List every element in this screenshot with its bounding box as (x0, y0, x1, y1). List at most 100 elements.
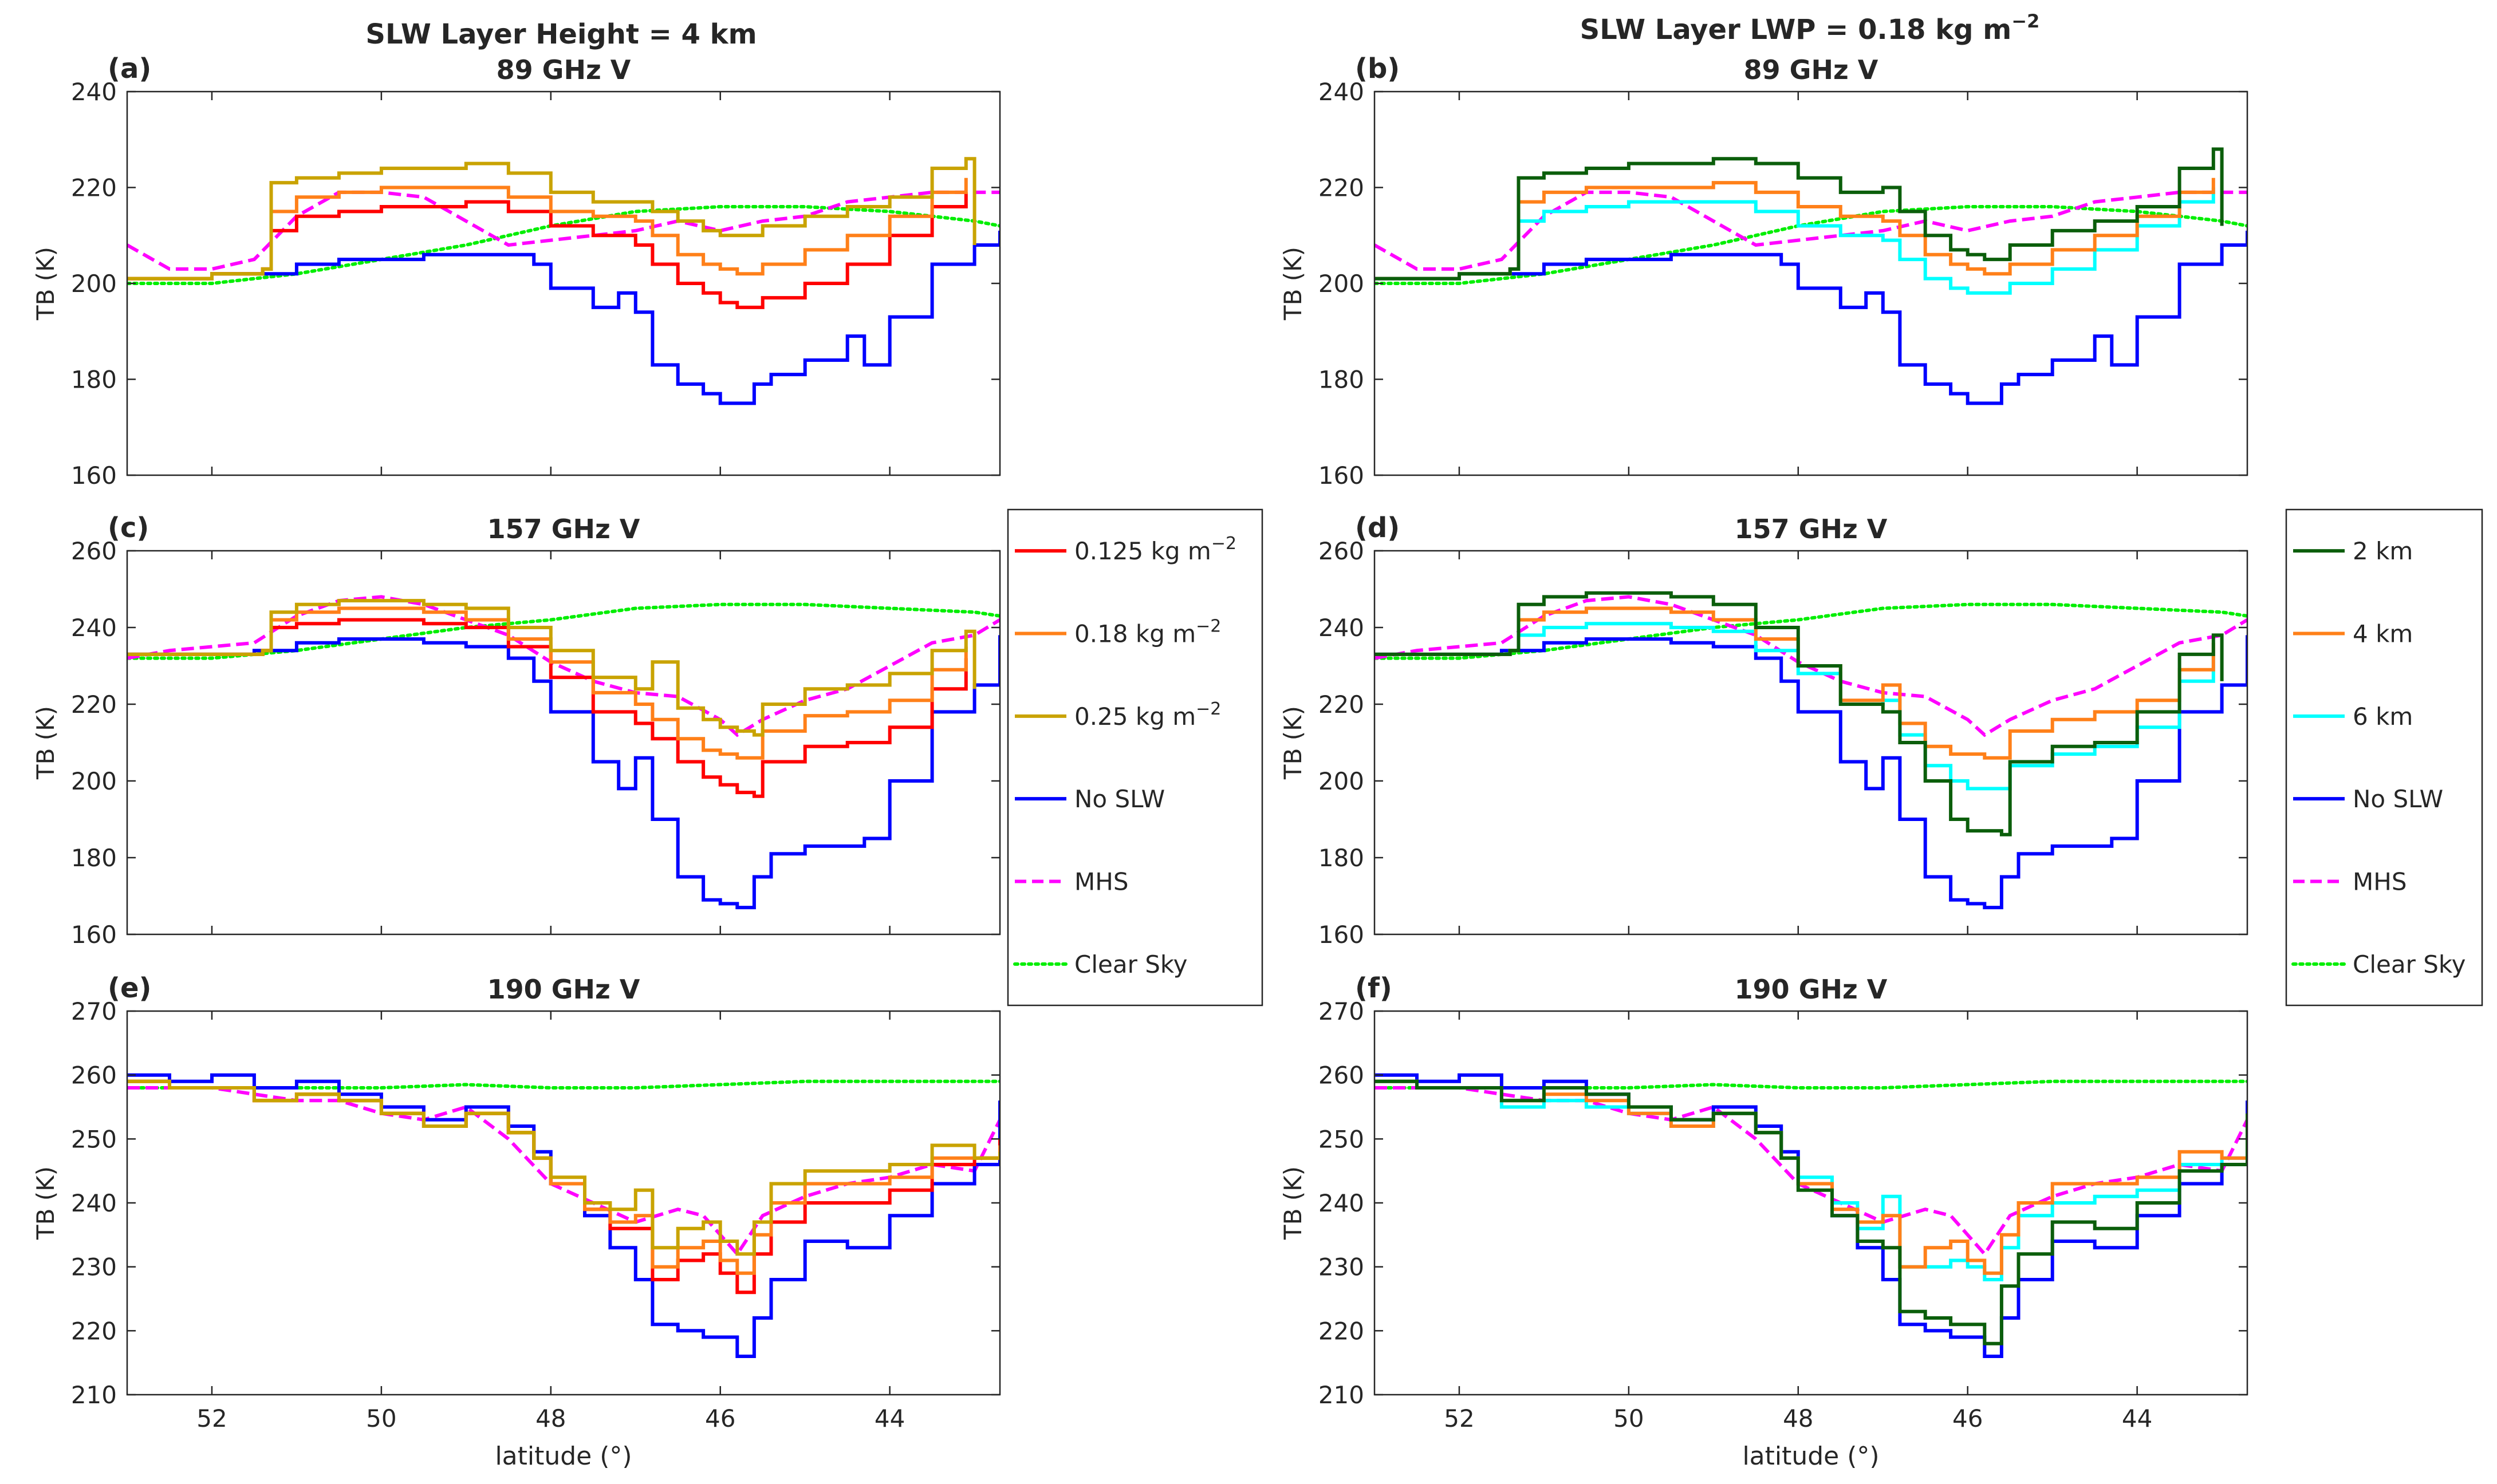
y-axis-label: TB (K) (1279, 1166, 1307, 1240)
legend-label: 2 km (2353, 537, 2413, 565)
plot-area (1374, 1011, 2247, 1395)
legend-label: 0.25 kg m−2 (1074, 699, 1221, 731)
y-tick-label: 200 (71, 767, 117, 795)
panel-label: (c) (108, 512, 149, 544)
y-tick-label: 220 (1318, 174, 1364, 202)
chart-panel-0: 160 180 200 220 240 TB (K) 89 GHz V (a) (31, 53, 1001, 490)
series-line-no-slw (127, 230, 1000, 405)
series-group (127, 157, 1000, 405)
chart-panel-2: 160 180 200 220 240 260 TB (K) 157 GHz V (c) (31, 512, 1001, 949)
y-tick-label: 260 (1318, 537, 1364, 565)
x-tick-label: 50 (1613, 1404, 1644, 1432)
panel-title: 157 GHz V (1735, 514, 1888, 544)
series-line-0-125-kg-m-2 (127, 618, 968, 798)
y-tick-label: 210 (1318, 1381, 1364, 1409)
axes-frame (1373, 550, 2248, 936)
legend-label: No SLW (1074, 785, 1165, 813)
y-tick-label: 220 (71, 1317, 117, 1345)
panel-label: (e) (108, 972, 151, 1004)
y-tick-label: 160 (71, 461, 117, 490)
series-line-0-25-kg-m-2 (127, 157, 976, 281)
y-axis-label: TB (K) (31, 1166, 60, 1240)
y-tick-label: 260 (71, 1061, 117, 1090)
series-line-no-slw (1374, 635, 2247, 910)
y-tick-label: 160 (71, 921, 117, 949)
y-tick-label: 240 (1318, 614, 1364, 642)
legend-box (2285, 508, 2483, 1007)
series-group (1374, 1073, 2247, 1358)
plot-area (127, 92, 1000, 475)
x-tick-label: 52 (196, 1404, 227, 1432)
chart-panel-5: 210 220 230 240 250 260 270 52 50 48 46 44 TB (K) lat… (1279, 972, 2248, 1471)
x-axis-label: latitude (°) (495, 1442, 632, 1471)
panel-title: 157 GHz V (487, 514, 640, 544)
legend-label: 0.125 kg m−2 (1074, 534, 1236, 565)
legend-left: 0.125 kg m−2 0.18 kg m−2 0.25 kg m−2 No SLW… (1007, 508, 1263, 1007)
y-tick-label: 230 (71, 1253, 117, 1281)
y-tick-label: 240 (71, 78, 117, 106)
series-line-0-125-kg-m-2 (127, 192, 968, 309)
series-line-2-km (1374, 591, 2224, 836)
series-line-0-25-kg-m-2 (127, 1079, 1000, 1256)
chart-panel-4: 210 220 230 240 250 260 270 52 50 48 46 44 TB (K) lat… (31, 972, 1001, 1471)
series-line-4-km (1374, 1079, 2247, 1275)
right-column-title: SLW Layer LWP = 0.18 kg m−2 (1580, 10, 2040, 46)
y-tick-label: 180 (71, 366, 117, 394)
legend-right: 2 km 4 km 6 km No SLW MHS Clear Sky (2285, 508, 2483, 1007)
y-tick-label: 180 (1318, 366, 1364, 394)
y-tick-label: 270 (71, 997, 117, 1025)
y-tick-label: 200 (1318, 767, 1364, 795)
x-tick-label: 44 (2122, 1404, 2152, 1432)
y-tick-label: 160 (1318, 461, 1364, 490)
series-line-clear-sky (127, 205, 1000, 285)
legend-label: 6 km (2353, 702, 2413, 731)
series-line-no-slw (127, 635, 1000, 910)
y-tick-label: 260 (1318, 1061, 1364, 1090)
y-tick-label: 250 (71, 1125, 117, 1153)
x-tick-label: 44 (875, 1404, 905, 1432)
plot-area (1374, 92, 2247, 475)
y-tick-label: 180 (71, 844, 117, 872)
panel-label: (f) (1355, 972, 1392, 1004)
y-axis-label: TB (K) (1279, 706, 1307, 780)
panel-label: (a) (108, 53, 151, 85)
series-line-mhs (127, 190, 1000, 271)
x-axis-label: latitude (°) (1742, 1442, 1879, 1471)
x-tick-label: 46 (1952, 1404, 1983, 1432)
chart-panel-1: 160 180 200 220 240 TB (K) 89 GHz V (b) (1279, 53, 2248, 490)
series-line-no-slw (1374, 1073, 2247, 1358)
panel-title: 190 GHz V (1735, 974, 1888, 1005)
y-tick-label: 260 (71, 537, 117, 565)
y-tick-label: 200 (1318, 270, 1364, 298)
series-group (1374, 147, 2247, 405)
y-tick-label: 180 (1318, 844, 1364, 872)
series-line-0-18-kg-m-2 (127, 177, 968, 281)
right-column-title-sup: −2 (2011, 10, 2039, 32)
x-tick-label: 48 (535, 1404, 566, 1432)
y-axis-label: TB (K) (1279, 247, 1307, 321)
series-line-6-km (1374, 1079, 2247, 1281)
series-group (1374, 591, 2247, 910)
series-line-no-slw (1374, 230, 2247, 405)
chart-panel-3: 160 180 200 220 240 260 TB (K) 157 GHz V (d) (1279, 512, 2248, 949)
x-tick-label: 46 (705, 1404, 735, 1432)
series-line-4-km (1374, 606, 2215, 760)
y-tick-label: 240 (1318, 1189, 1364, 1217)
series-line-no-slw (127, 1073, 1000, 1358)
legend-label: No SLW (2353, 785, 2443, 813)
legend-box (1007, 508, 1263, 1007)
y-tick-label: 270 (1318, 997, 1364, 1025)
legend-label: 0.18 kg m−2 (1074, 617, 1221, 648)
y-tick-label: 220 (1318, 1317, 1364, 1345)
series-line-mhs (1374, 190, 2247, 271)
x-tick-label: 52 (1444, 1404, 1474, 1432)
series-line-6-km (1374, 187, 2215, 295)
x-tick-label: 50 (366, 1404, 396, 1432)
panel-title: 190 GHz V (487, 974, 640, 1005)
panel-title: 89 GHz V (497, 54, 631, 85)
y-tick-label: 240 (71, 1189, 117, 1217)
series-line-clear-sky (1374, 205, 2247, 285)
series-group (127, 595, 1000, 910)
y-tick-label: 210 (71, 1381, 117, 1409)
